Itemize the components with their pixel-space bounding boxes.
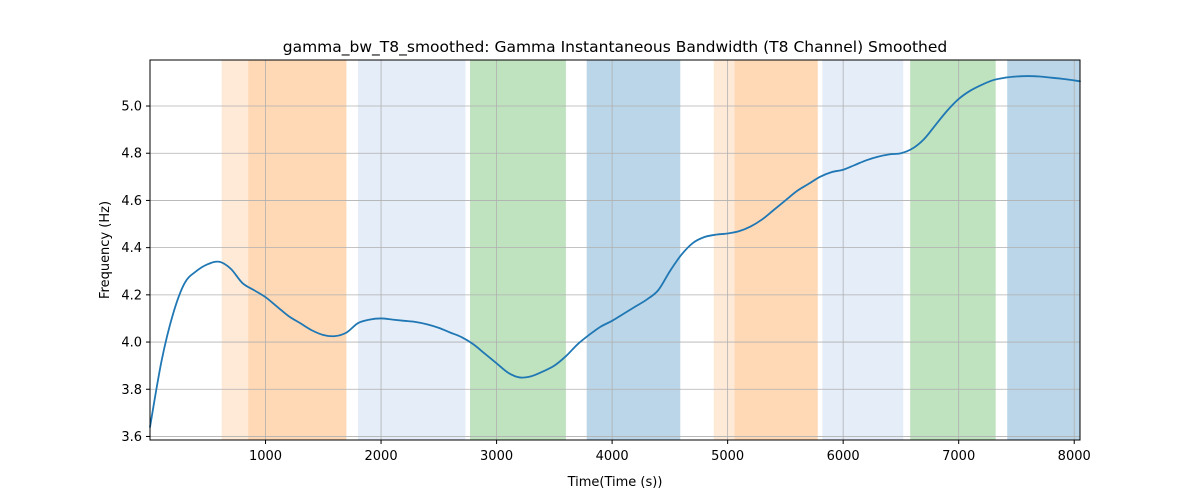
highlight-band-2 <box>248 60 347 440</box>
highlight-band-9 <box>910 60 996 440</box>
highlight-band-10 <box>1007 60 1080 440</box>
plot-frame <box>149 59 1081 441</box>
highlight-band-1 <box>221 60 249 440</box>
x-tick-label-7: 7000 <box>942 449 975 464</box>
highlight-band-6 <box>713 60 735 440</box>
y-tick-label-6: 4.6 <box>121 194 142 209</box>
y-ticks: 3.6 3.8 4.0 4.2 4.4 4.6 4.8 5.0 <box>121 100 150 445</box>
series-line-1 <box>149 75 1081 428</box>
chart-title: gamma_bw_T8_smoothed: Gamma Instantaneou… <box>283 38 947 57</box>
x-tick-label-2: 2000 <box>365 449 398 464</box>
y-tick-label-1: 3.6 <box>121 430 142 445</box>
x-axis-label: Time(Time (s)) <box>567 475 663 490</box>
y-tick-label-3: 4.0 <box>121 336 142 351</box>
x-tick-label-5: 5000 <box>711 449 744 464</box>
x-tick-label-1: 1000 <box>249 449 282 464</box>
highlight-bands <box>221 60 1080 440</box>
y-tick-label-2: 3.8 <box>121 383 142 398</box>
x-tick-label-6: 6000 <box>827 449 860 464</box>
highlight-band-5 <box>586 60 681 440</box>
y-axis-label: Frequency (Hz) <box>98 201 113 299</box>
axes <box>149 59 1081 441</box>
x-tick-label-4: 4000 <box>596 449 629 464</box>
highlight-band-7 <box>734 60 818 440</box>
y-tick-label-8: 5.0 <box>121 100 142 115</box>
x-ticks: 1000 2000 3000 4000 5000 6000 7000 8000 <box>249 440 1091 464</box>
x-tick-label-3: 3000 <box>480 449 513 464</box>
series-layer <box>149 75 1081 428</box>
grid-lines <box>150 60 1080 440</box>
highlight-band-8 <box>822 60 904 440</box>
y-tick-label-7: 4.8 <box>121 147 142 162</box>
highlight-band-4 <box>470 60 566 440</box>
y-tick-label-4: 4.2 <box>121 288 142 303</box>
y-tick-label-5: 4.4 <box>121 241 142 256</box>
highlight-band-3 <box>357 60 466 440</box>
x-tick-label-8: 8000 <box>1058 449 1091 464</box>
